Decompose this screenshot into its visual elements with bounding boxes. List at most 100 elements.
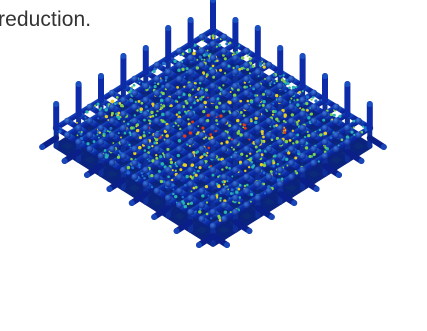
stress-speckle — [194, 210, 197, 213]
lattice-node — [153, 89, 161, 97]
stress-speckle — [177, 68, 181, 73]
stress-speckle — [151, 144, 154, 148]
lattice-node — [232, 96, 239, 104]
stress-speckle — [190, 164, 194, 168]
stress-speckle — [109, 126, 113, 130]
stress-speckle — [311, 96, 315, 99]
lattice-node — [232, 194, 239, 202]
lattice-node — [254, 68, 262, 76]
stress-speckle — [116, 155, 120, 159]
stress-speckle — [230, 188, 234, 192]
lattice-node — [332, 103, 340, 111]
lattice-node — [220, 145, 228, 153]
lattice-node — [288, 75, 295, 83]
stress-speckle — [92, 140, 96, 144]
stress-speckle — [275, 117, 279, 121]
stress-speckle — [225, 140, 229, 144]
stress-speckle — [238, 67, 242, 71]
stress-speckle — [117, 132, 120, 135]
stress-speckle — [86, 142, 90, 146]
stress-speckle — [262, 163, 267, 168]
lattice-node — [288, 117, 295, 125]
lattice-node — [209, 138, 217, 146]
stress-speckle — [296, 150, 301, 154]
stress-speckle — [140, 171, 143, 174]
lattice-node — [232, 54, 239, 62]
lattice-node — [265, 61, 273, 69]
lattice-node — [120, 124, 127, 132]
lattice-node — [220, 187, 228, 195]
stress-speckle — [289, 100, 292, 103]
stress-speckle — [206, 49, 209, 52]
stress-speckle — [246, 67, 250, 71]
stress-speckle — [129, 98, 134, 103]
lattice-node — [142, 124, 150, 132]
stress-speckle — [136, 109, 139, 112]
lattice-node — [120, 110, 127, 118]
stress-speckle — [150, 174, 154, 178]
lattice-node — [232, 152, 239, 160]
stress-speckle — [152, 69, 156, 74]
stress-speckle — [143, 118, 146, 122]
stress-speckle — [224, 185, 227, 189]
lattice-node — [120, 152, 127, 160]
stress-speckle — [198, 81, 202, 85]
lattice-node — [288, 103, 295, 111]
lattice-node — [209, 166, 217, 174]
lattice-node — [131, 103, 139, 111]
stress-speckle — [127, 91, 130, 94]
stress-speckle — [298, 90, 301, 94]
lattice-node — [243, 117, 251, 125]
stress-speckle — [340, 138, 344, 142]
stress-speckle — [96, 133, 99, 136]
lattice-node — [131, 75, 139, 83]
stress-speckle — [312, 152, 316, 156]
stress-speckle — [272, 159, 275, 162]
lattice-node — [209, 68, 217, 76]
lattice-node — [243, 103, 251, 111]
stress-speckle — [282, 158, 285, 161]
lattice-node — [209, 208, 217, 216]
stress-speckle — [244, 169, 247, 173]
stress-speckle — [158, 154, 163, 159]
stress-speckle — [80, 131, 83, 134]
stress-speckle — [245, 85, 248, 89]
stress-speckle — [274, 110, 277, 113]
lattice-node — [176, 117, 183, 125]
stress-speckle — [228, 197, 231, 200]
stress-speckle — [246, 55, 249, 58]
stress-speckle — [193, 82, 196, 85]
lattice-node — [232, 124, 239, 132]
stress-speckle — [246, 99, 250, 103]
lattice-node — [243, 145, 251, 153]
stress-speckle — [79, 132, 83, 136]
stress-speckle — [205, 154, 208, 157]
lattice-node — [209, 222, 217, 230]
stub-cap — [268, 214, 275, 220]
stress-speckle — [203, 100, 207, 105]
stress-speckle — [285, 79, 289, 82]
lattice-node — [164, 68, 172, 76]
lattice-node — [344, 124, 351, 132]
stress-speckle — [191, 120, 194, 124]
stress-speckle — [118, 102, 122, 105]
stress-speckle — [261, 132, 264, 136]
lattice-node — [142, 152, 150, 160]
stress-speckle — [229, 192, 233, 195]
stress-speckle — [269, 84, 272, 87]
lattice-node — [153, 145, 161, 153]
stress-speckle — [96, 102, 100, 106]
stress-speckle — [169, 104, 173, 108]
stress-speckle — [291, 85, 296, 90]
lattice-node — [64, 117, 71, 125]
stress-speckle — [175, 113, 179, 116]
stress-speckle — [285, 157, 289, 161]
stress-speckle — [205, 73, 209, 77]
lattice-node — [232, 180, 239, 188]
lattice-node — [265, 131, 273, 139]
stress-speckle — [104, 108, 108, 112]
stress-speckle — [276, 162, 280, 166]
lattice-node — [187, 166, 195, 174]
lattice-node — [220, 201, 228, 209]
prong-cap — [210, 0, 216, 3]
